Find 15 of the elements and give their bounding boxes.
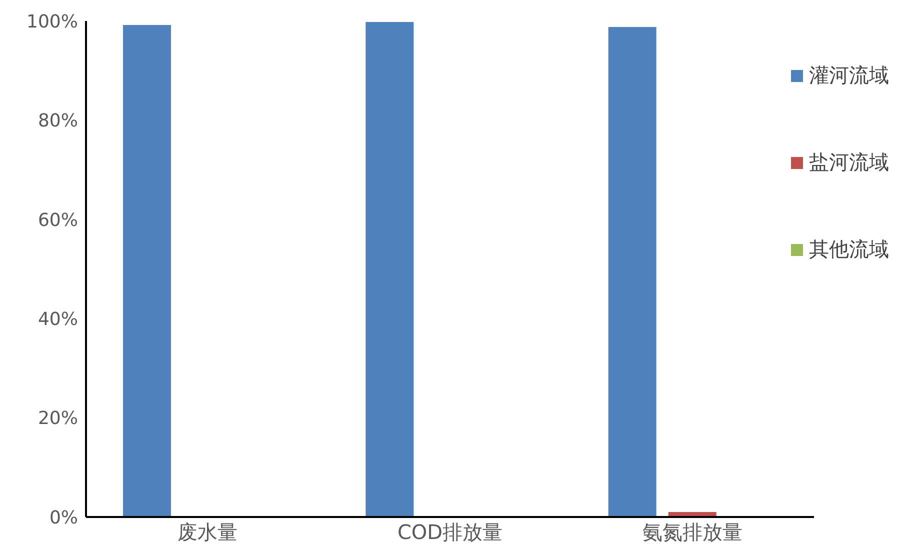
bar: [366, 22, 414, 517]
x-tick-label: 氨氮排放量: [642, 520, 743, 544]
legend-label: 其他流域: [809, 236, 889, 263]
y-tick-label: 80%: [38, 110, 78, 132]
y-tick-label: 100%: [26, 11, 78, 32]
y-tick-label: 0%: [49, 507, 78, 528]
legend-label: 盐河流域: [809, 149, 889, 176]
bar: [608, 26, 656, 517]
y-tick-label: 40%: [38, 308, 78, 330]
bar: [123, 24, 171, 517]
y-tick-label: 60%: [38, 210, 78, 231]
x-tick-label: 废水量: [177, 520, 238, 544]
y-tick-label: 20%: [38, 408, 78, 430]
x-tick-label: COD排放量: [397, 520, 503, 544]
legend-label: 灌河流域: [809, 62, 889, 89]
